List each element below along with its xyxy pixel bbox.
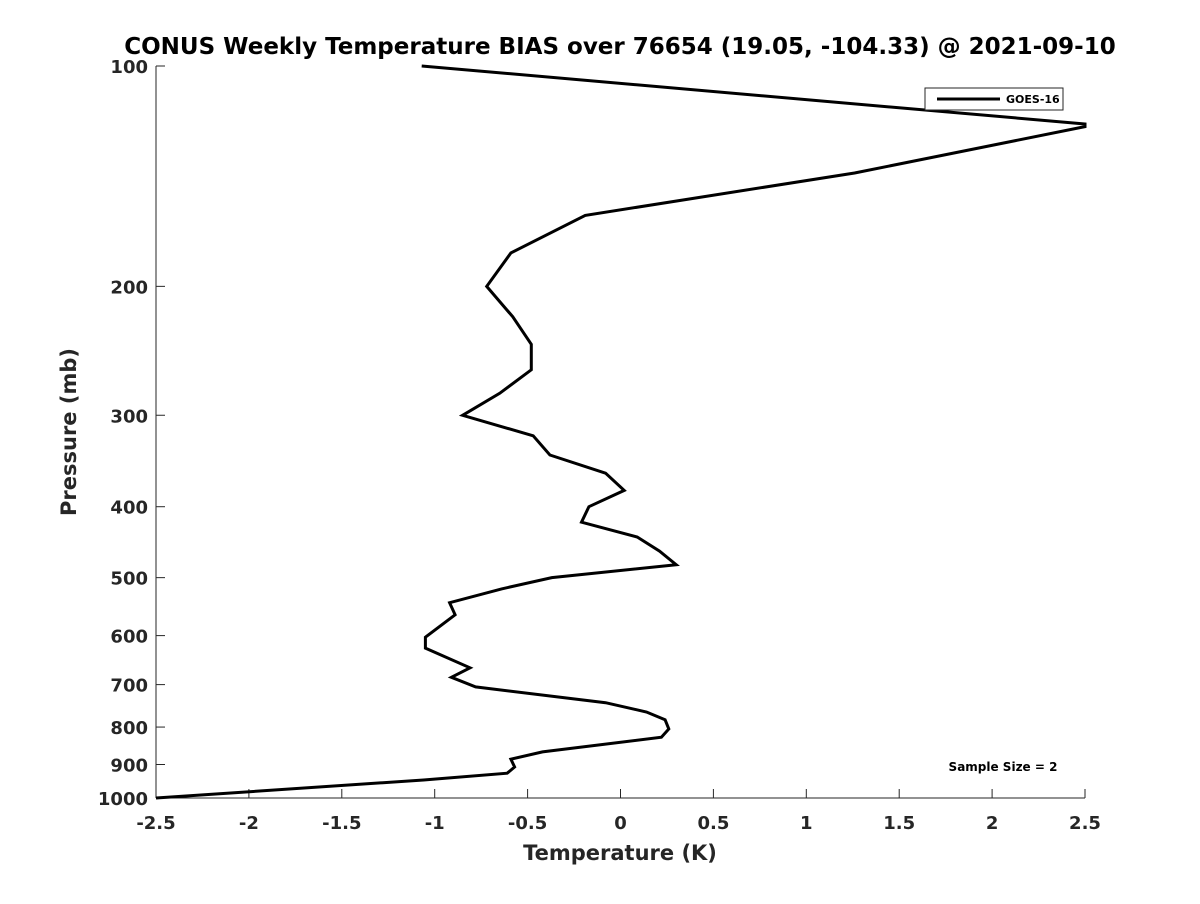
y-tick-label: 300 (110, 406, 148, 427)
x-tick-label: 1 (800, 813, 813, 834)
series-layer (156, 66, 1085, 798)
x-tick-label: -2 (239, 813, 259, 834)
x-tick-label: 0 (614, 813, 627, 834)
y-tick-label: 100 (110, 57, 148, 78)
x-axis-label: Temperature (K) (523, 841, 717, 865)
y-tick-label: 200 (110, 277, 148, 298)
y-axis-label: Pressure (mb) (57, 348, 81, 516)
y-tick-label: 700 (110, 676, 148, 697)
y-tick-label: 500 (110, 569, 148, 590)
y-tick-label: 800 (110, 718, 148, 739)
x-tick-label: 1.5 (883, 813, 915, 834)
x-tick-label: -1 (425, 813, 445, 834)
x-tick-label: -1.5 (322, 813, 361, 834)
x-tick-label: 2 (986, 813, 999, 834)
sample-size-annotation: Sample Size = 2 (949, 760, 1058, 774)
legend: GOES-16 (925, 88, 1063, 110)
x-tick-label: -0.5 (508, 813, 547, 834)
legend-label-goes-16: GOES-16 (1006, 93, 1060, 106)
x-ticks: -2.5 -2 -1.5 -1 -0.5 0 0.5 1 1.5 2 2.5 (136, 789, 1101, 834)
x-tick-label: 2.5 (1069, 813, 1101, 834)
y-tick-label: 900 (110, 756, 148, 777)
y-ticks: 100 200 300 400 500 600 700 800 900 1000 (98, 57, 165, 810)
y-tick-label: 400 (110, 498, 148, 519)
y-tick-label: 600 (110, 627, 148, 648)
series-line-goes-16 (156, 66, 1085, 798)
chart-title: CONUS Weekly Temperature BIAS over 76654… (124, 34, 1115, 60)
axes (156, 66, 1085, 798)
x-tick-label: -2.5 (136, 813, 175, 834)
y-tick-label: 1000 (98, 789, 148, 810)
x-tick-label: 0.5 (697, 813, 729, 834)
